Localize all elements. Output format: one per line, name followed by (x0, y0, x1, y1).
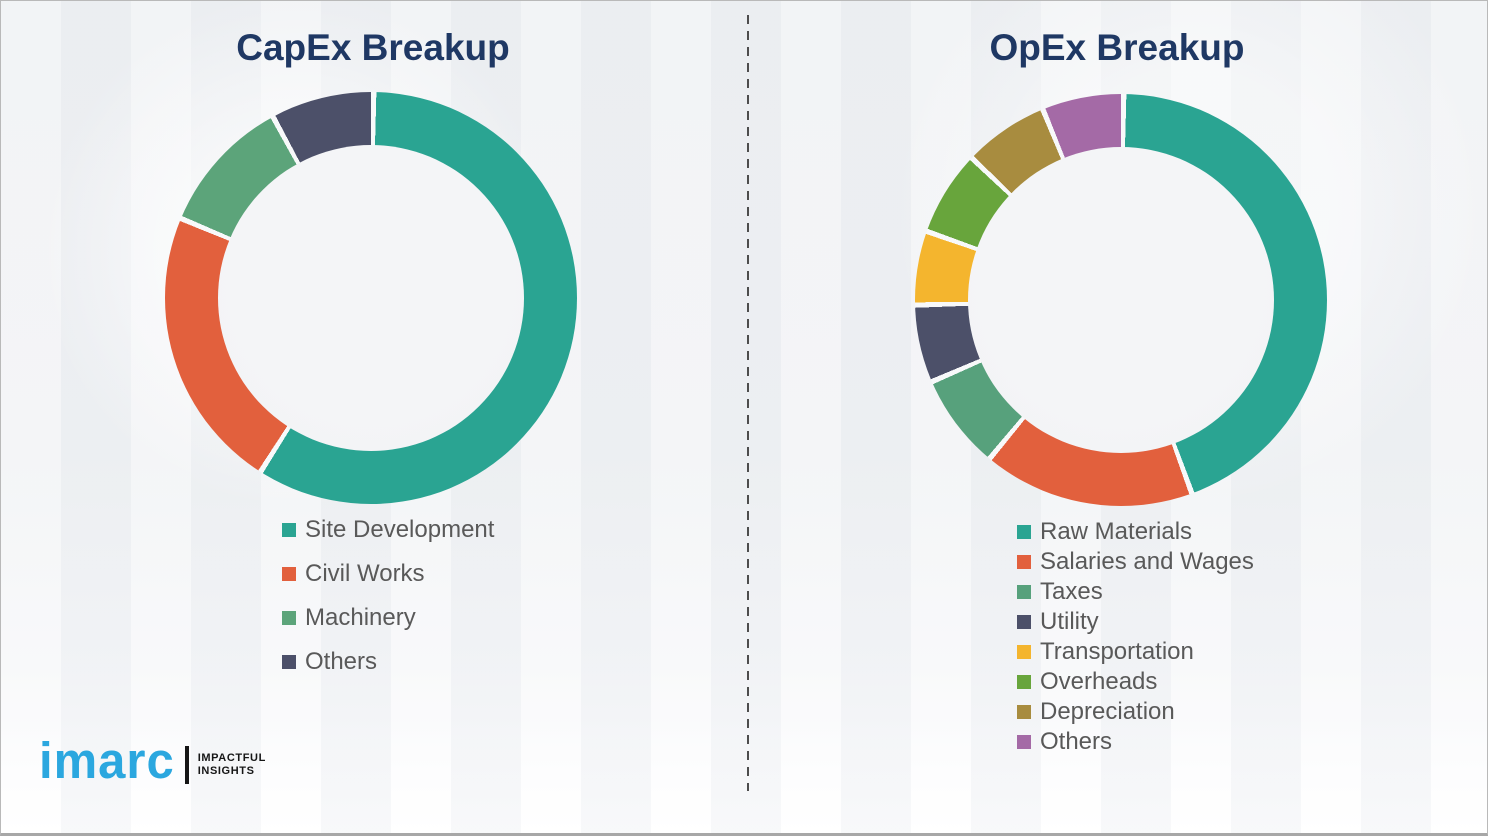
legend-item: Civil Works (282, 552, 494, 596)
legend-swatch (1017, 525, 1031, 539)
legend-label: Others (305, 648, 378, 675)
legend-swatch (282, 611, 296, 625)
legend-swatch (282, 523, 296, 537)
legend-label: Others (1040, 728, 1113, 755)
legend-label: Transportation (1040, 638, 1194, 665)
capex-legend: Site Development Civil Works Machinery Othe… (282, 508, 494, 684)
dashed-divider-line (747, 15, 749, 791)
legend-item: Others (1017, 727, 1254, 757)
legend-swatch (282, 655, 296, 669)
legend-label: Depreciation (1040, 698, 1175, 725)
capex-chart-title: CapEx Breakup (236, 27, 510, 68)
opex-legend: Raw Materials Salaries and Wages Taxes Util… (1017, 517, 1254, 757)
opex-chart-title: OpEx Breakup (989, 27, 1245, 68)
legend-label: Overheads (1040, 668, 1158, 695)
capex-donut-chart (165, 92, 577, 504)
opex-donut-hole (968, 147, 1274, 453)
legend-label: Utility (1040, 608, 1099, 635)
legend-swatch (1017, 735, 1031, 749)
logo-tagline: IMPACTFUL INSIGHTS (198, 752, 266, 778)
legend-item: Overheads (1017, 667, 1254, 697)
legend-swatch (1017, 585, 1031, 599)
legend-item: Machinery (282, 596, 494, 640)
legend-item: Depreciation (1017, 697, 1254, 727)
imarc-logo-wordmark: imarc (39, 732, 175, 790)
legend-swatch (282, 567, 296, 581)
legend-label: Site Development (305, 516, 495, 543)
opex-donut-chart (915, 94, 1327, 506)
legend-swatch (1017, 675, 1031, 689)
legend-item: Others (282, 640, 494, 684)
legend-label: Machinery (305, 604, 416, 631)
legend-label: Taxes (1040, 578, 1103, 605)
legend-label: Salaries and Wages (1040, 548, 1254, 575)
logo-tagline-line1: IMPACTFUL (197, 751, 266, 764)
logo-separator-bar (184, 745, 189, 784)
legend-swatch (1017, 645, 1031, 659)
legend-swatch (1017, 615, 1031, 629)
legend-item: Taxes (1017, 577, 1254, 607)
legend-item: Transportation (1017, 637, 1254, 667)
capex-donut-hole (218, 145, 524, 451)
legend-item: Raw Materials (1017, 517, 1254, 547)
legend-swatch (1017, 705, 1031, 719)
legend-item: Utility (1017, 607, 1254, 637)
logo-tagline-line2: INSIGHTS (197, 764, 255, 777)
legend-item: Site Development (282, 508, 494, 552)
legend-swatch (1017, 555, 1031, 569)
legend-label: Civil Works (305, 560, 425, 587)
legend-item: Salaries and Wages (1017, 547, 1254, 577)
imarc-logo: imarc IMPACTFUL INSIGHTS (39, 732, 266, 790)
legend-label: Raw Materials (1040, 518, 1193, 545)
